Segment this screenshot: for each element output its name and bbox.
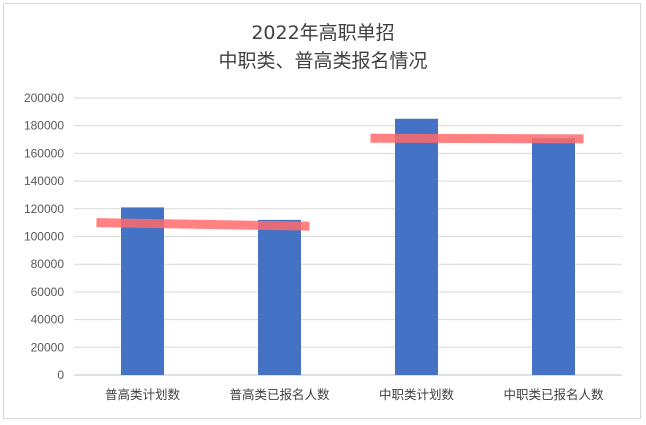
x-category-label: 中职类已报名人数 [503, 387, 604, 402]
y-tick-label: 120000 [24, 202, 64, 216]
chart-subtitle: 中职类、普高类报名情况 [218, 50, 428, 72]
y-tick-label: 180000 [24, 119, 64, 133]
y-tick-label: 0 [57, 368, 64, 382]
bars [121, 118, 575, 376]
y-tick-label: 40000 [31, 313, 65, 327]
x-category-label: 中职类计划数 [379, 387, 455, 402]
bar [121, 207, 164, 375]
x-category-label: 普高类计划数 [105, 387, 181, 402]
y-tick-label: 100000 [24, 230, 64, 244]
highlight-line [370, 133, 584, 144]
highlight-lines [96, 133, 584, 231]
chart-title: 2022年高职单招 [251, 22, 395, 44]
y-tick-label: 20000 [31, 340, 65, 354]
gridlines [74, 97, 622, 376]
y-tick-label: 200000 [24, 91, 64, 105]
y-tick-label: 140000 [24, 174, 64, 188]
y-axis: 0 20000 40000 60000 80000 100000 120000 140000 1… [24, 91, 64, 382]
bar [258, 219, 301, 375]
y-tick-label: 60000 [31, 285, 65, 299]
x-axis: 普高类计划数 普高类已报名人数 中职类计划数 中职类已报名人数 [105, 387, 604, 402]
bar [532, 138, 575, 375]
y-tick-label: 160000 [24, 146, 64, 160]
x-category-label: 普高类已报名人数 [229, 387, 330, 402]
y-tick-label: 80000 [31, 257, 65, 271]
highlight-line [96, 218, 310, 231]
bar [395, 118, 438, 376]
